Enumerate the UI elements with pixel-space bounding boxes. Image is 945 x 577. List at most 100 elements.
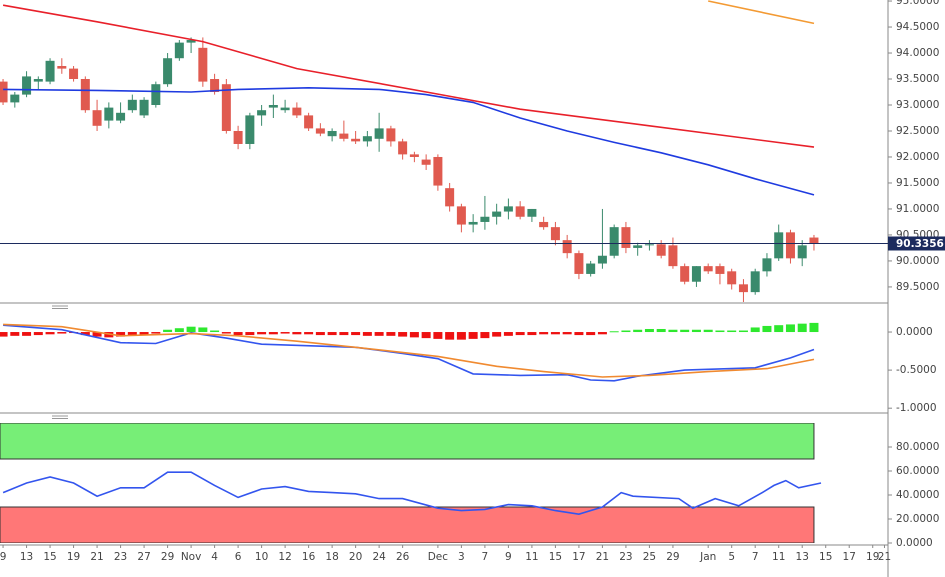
macd-bar [703, 329, 713, 333]
candle-body [151, 84, 161, 105]
macd-bar [738, 330, 748, 333]
x-tick-label: 9 [505, 551, 512, 563]
candle-body [797, 245, 807, 259]
candle-body [69, 68, 79, 80]
x-tick-label: 10 [255, 551, 268, 563]
macd-bar [797, 323, 807, 333]
candle-body [633, 245, 643, 248]
x-tick-label: 23 [114, 551, 127, 563]
macd-bar [10, 332, 20, 336]
x-tick-label: 29 [666, 551, 679, 563]
candle-body [492, 211, 502, 217]
x-tick-label: 4 [211, 551, 218, 563]
x-tick-label: 15 [43, 551, 56, 563]
candle-body [597, 255, 607, 264]
candle-body [703, 266, 713, 272]
candle-body [339, 133, 349, 139]
candle-body [762, 258, 772, 272]
line-series [3, 86, 815, 196]
candle-body [174, 42, 184, 59]
candle-body [315, 128, 325, 134]
candle-body [0, 81, 8, 103]
candle-body [268, 104, 278, 108]
line-series [2, 471, 822, 516]
candle-body [327, 130, 337, 137]
macd-bar [351, 332, 361, 336]
macd-bar [315, 332, 325, 336]
x-tick-label: 29 [161, 551, 174, 563]
candle-body [80, 79, 90, 111]
x-tick-label: 27 [137, 551, 150, 563]
candle-body [503, 206, 513, 212]
y-tick-label: 91.5000 [896, 177, 939, 189]
x-tick-label: Jan [699, 551, 716, 563]
candle-body [750, 271, 760, 293]
candle-body [127, 99, 137, 111]
macd-bar [386, 332, 396, 336]
candle-body [198, 47, 208, 82]
macd-bar [715, 330, 725, 333]
y-tick-label: 80.0000 [896, 441, 939, 453]
macd-bar [257, 332, 267, 335]
macd-bar [468, 332, 478, 339]
x-tick-label: 11 [525, 551, 538, 563]
line-series [708, 0, 815, 25]
macd-bar [127, 332, 137, 336]
candle-body [304, 115, 314, 129]
x-tick-label: Dec [428, 551, 449, 563]
x-tick-label: 17 [843, 551, 856, 563]
price-panel [0, 0, 888, 302]
y-tick-label: 93.0000 [896, 99, 939, 111]
candle-body [139, 99, 149, 116]
macd-bar [644, 328, 654, 333]
candle-body [45, 60, 55, 82]
macd-panel [0, 322, 819, 382]
macd-bar [539, 332, 549, 335]
macd-bar [727, 330, 737, 333]
macd-bar [33, 332, 43, 336]
candle-body [257, 110, 267, 116]
macd-bar [163, 329, 173, 333]
candle-body [92, 110, 102, 126]
rsi-band [0, 506, 815, 543]
x-tick-label: 18 [325, 551, 338, 563]
x-tick-label: 20 [349, 551, 362, 563]
macd-bar [562, 332, 572, 335]
macd-bar [268, 332, 278, 335]
macd-bar [515, 332, 525, 336]
candle-body [445, 188, 455, 207]
macd-bar [362, 332, 372, 336]
candle-body [163, 58, 173, 85]
macd-bar [656, 328, 666, 333]
candle-body [116, 112, 126, 121]
x-tick-label: 7 [482, 551, 489, 563]
candle-body [586, 263, 596, 274]
macd-bar [210, 330, 220, 333]
line-series [3, 323, 815, 378]
line-series [2, 4, 815, 148]
macd-bar [433, 332, 443, 339]
candle-body [351, 138, 361, 142]
candle-body [550, 227, 560, 241]
y-tick-label: -0.5000 [896, 364, 937, 376]
candle-body [668, 245, 678, 267]
y-tick-label: 94.5000 [896, 21, 939, 33]
x-tick-label: 6 [235, 551, 242, 563]
macd-bar [339, 332, 349, 336]
macd-bar [785, 324, 795, 333]
macd-bar [774, 325, 784, 333]
candle-body [468, 221, 478, 225]
macd-bar [621, 330, 631, 333]
candle-body [292, 107, 302, 116]
macd-bar [374, 332, 384, 336]
macd-bar [680, 329, 690, 333]
candle-body [245, 115, 255, 144]
labels: 89.500090.000090.500091.000091.500092.00… [0, 0, 945, 563]
candle-body [186, 40, 196, 43]
candle-body [362, 136, 372, 142]
candle-body [433, 156, 443, 186]
candle-body [656, 244, 666, 256]
x-tick-label: 19 [67, 551, 80, 563]
candle-body [421, 159, 431, 165]
panel-grip[interactable] [52, 305, 68, 419]
